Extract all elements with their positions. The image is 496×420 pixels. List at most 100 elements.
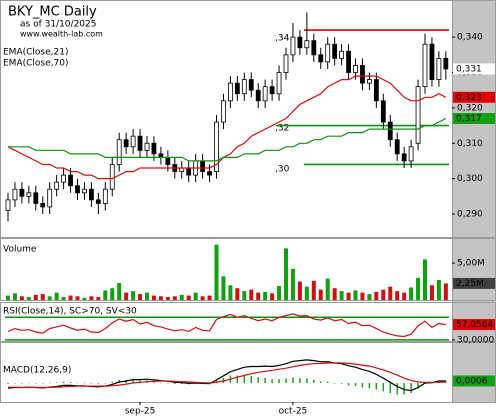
candle-body (360, 65, 365, 84)
histogram-bar (76, 382, 79, 384)
value-marker-label: 57,0564 (456, 320, 493, 330)
candle-body (429, 43, 435, 80)
candle-body (130, 135, 136, 148)
volume-bar (416, 277, 421, 300)
volume-bar (75, 296, 80, 300)
volume-bar (409, 287, 414, 300)
volume-bar (138, 294, 143, 300)
candle-body (234, 82, 240, 95)
candle-body (353, 65, 358, 73)
value-marker-label: 0,317 (456, 114, 482, 124)
candle-body (318, 54, 324, 63)
histogram-bar (132, 379, 134, 384)
candle-body (436, 57, 442, 80)
volume-bar (214, 244, 219, 300)
value-marker (453, 91, 495, 103)
histogram-bar (278, 379, 280, 384)
volume-bar (158, 296, 163, 300)
annotation: ,34 (275, 34, 290, 44)
volume-bar (436, 280, 441, 300)
volume-bar (47, 296, 52, 300)
candle-body (221, 100, 226, 123)
y-tick-label: 0,340 (457, 33, 483, 43)
panel-title: Volume (3, 245, 37, 255)
candle-body (387, 121, 393, 141)
histogram-bar (104, 383, 107, 384)
legend-entry: EMA(Close,70) (3, 59, 68, 69)
histogram-bar (403, 383, 405, 395)
volume-bar (290, 269, 295, 300)
volume-bar (12, 293, 17, 300)
candle-body (40, 202, 46, 208)
candle-body (262, 86, 268, 102)
candle-body (116, 139, 122, 165)
candle-body (186, 167, 192, 176)
volume-bar (249, 289, 254, 300)
candle-body (297, 36, 303, 49)
panel-title: RSI(Close,14), SC>70, SV<30 (3, 307, 137, 317)
candle-body (339, 50, 345, 59)
panel-title: MACD(12,26,9) (3, 366, 71, 376)
volume-bar (68, 295, 73, 300)
candle-body (144, 142, 150, 151)
candle-body (102, 188, 108, 204)
candle-body (227, 82, 233, 102)
volume-bar (332, 288, 337, 300)
volume-bar (353, 290, 358, 300)
histogram-bar (347, 383, 350, 386)
histogram-bar (333, 383, 336, 384)
volume-bar (297, 281, 302, 300)
value-marker (453, 113, 495, 124)
volume-bar (33, 294, 38, 300)
volume-bar (277, 285, 282, 300)
volume-bar (402, 292, 407, 300)
histogram-bar (181, 383, 183, 385)
volume-bar (304, 286, 309, 300)
volume-bar (54, 292, 59, 300)
volume-bar (325, 278, 330, 300)
candle-body (19, 188, 25, 197)
volume-bar (186, 295, 191, 300)
volume-bar (151, 295, 156, 300)
volume-bar (117, 283, 122, 300)
histogram-bar (306, 378, 308, 384)
histogram-bar (382, 383, 385, 392)
histogram-bar (243, 374, 246, 384)
histogram-bar (354, 383, 357, 387)
y-tick-label: 0,310 (457, 139, 483, 149)
histogram-bar (55, 382, 58, 384)
histogram-bar (111, 381, 113, 384)
volume-bar (339, 291, 344, 300)
volume-bar (263, 291, 268, 300)
histogram-bar (417, 383, 419, 389)
volume-bar (318, 289, 323, 300)
volume-bar (131, 291, 136, 300)
histogram-bar (313, 379, 315, 384)
volume-bar (110, 288, 115, 300)
histogram-bar (271, 379, 273, 384)
candle-body (401, 153, 407, 162)
series-line (7, 75, 447, 180)
histogram-bar (285, 378, 287, 384)
histogram-bar (139, 380, 141, 384)
candle-body (89, 188, 94, 201)
candle-body (304, 40, 310, 49)
candle-body (75, 185, 80, 194)
candle-body (33, 192, 39, 204)
volume-bar (360, 292, 365, 300)
candle-body (61, 174, 66, 183)
histogram-bar (368, 383, 371, 389)
volume-bar (103, 290, 108, 300)
volume-bar (270, 293, 275, 300)
x-tick-label: oct-25 (279, 407, 308, 417)
histogram-bar (48, 382, 51, 384)
candle-body (332, 43, 338, 59)
candle-body (241, 79, 247, 95)
candle-body (255, 89, 261, 102)
series-line (7, 313, 446, 338)
histogram-bar (375, 383, 378, 390)
subtitle: as of 31/10/2025 (20, 20, 96, 30)
volume-bar (165, 297, 170, 300)
candle-body (415, 86, 421, 144)
